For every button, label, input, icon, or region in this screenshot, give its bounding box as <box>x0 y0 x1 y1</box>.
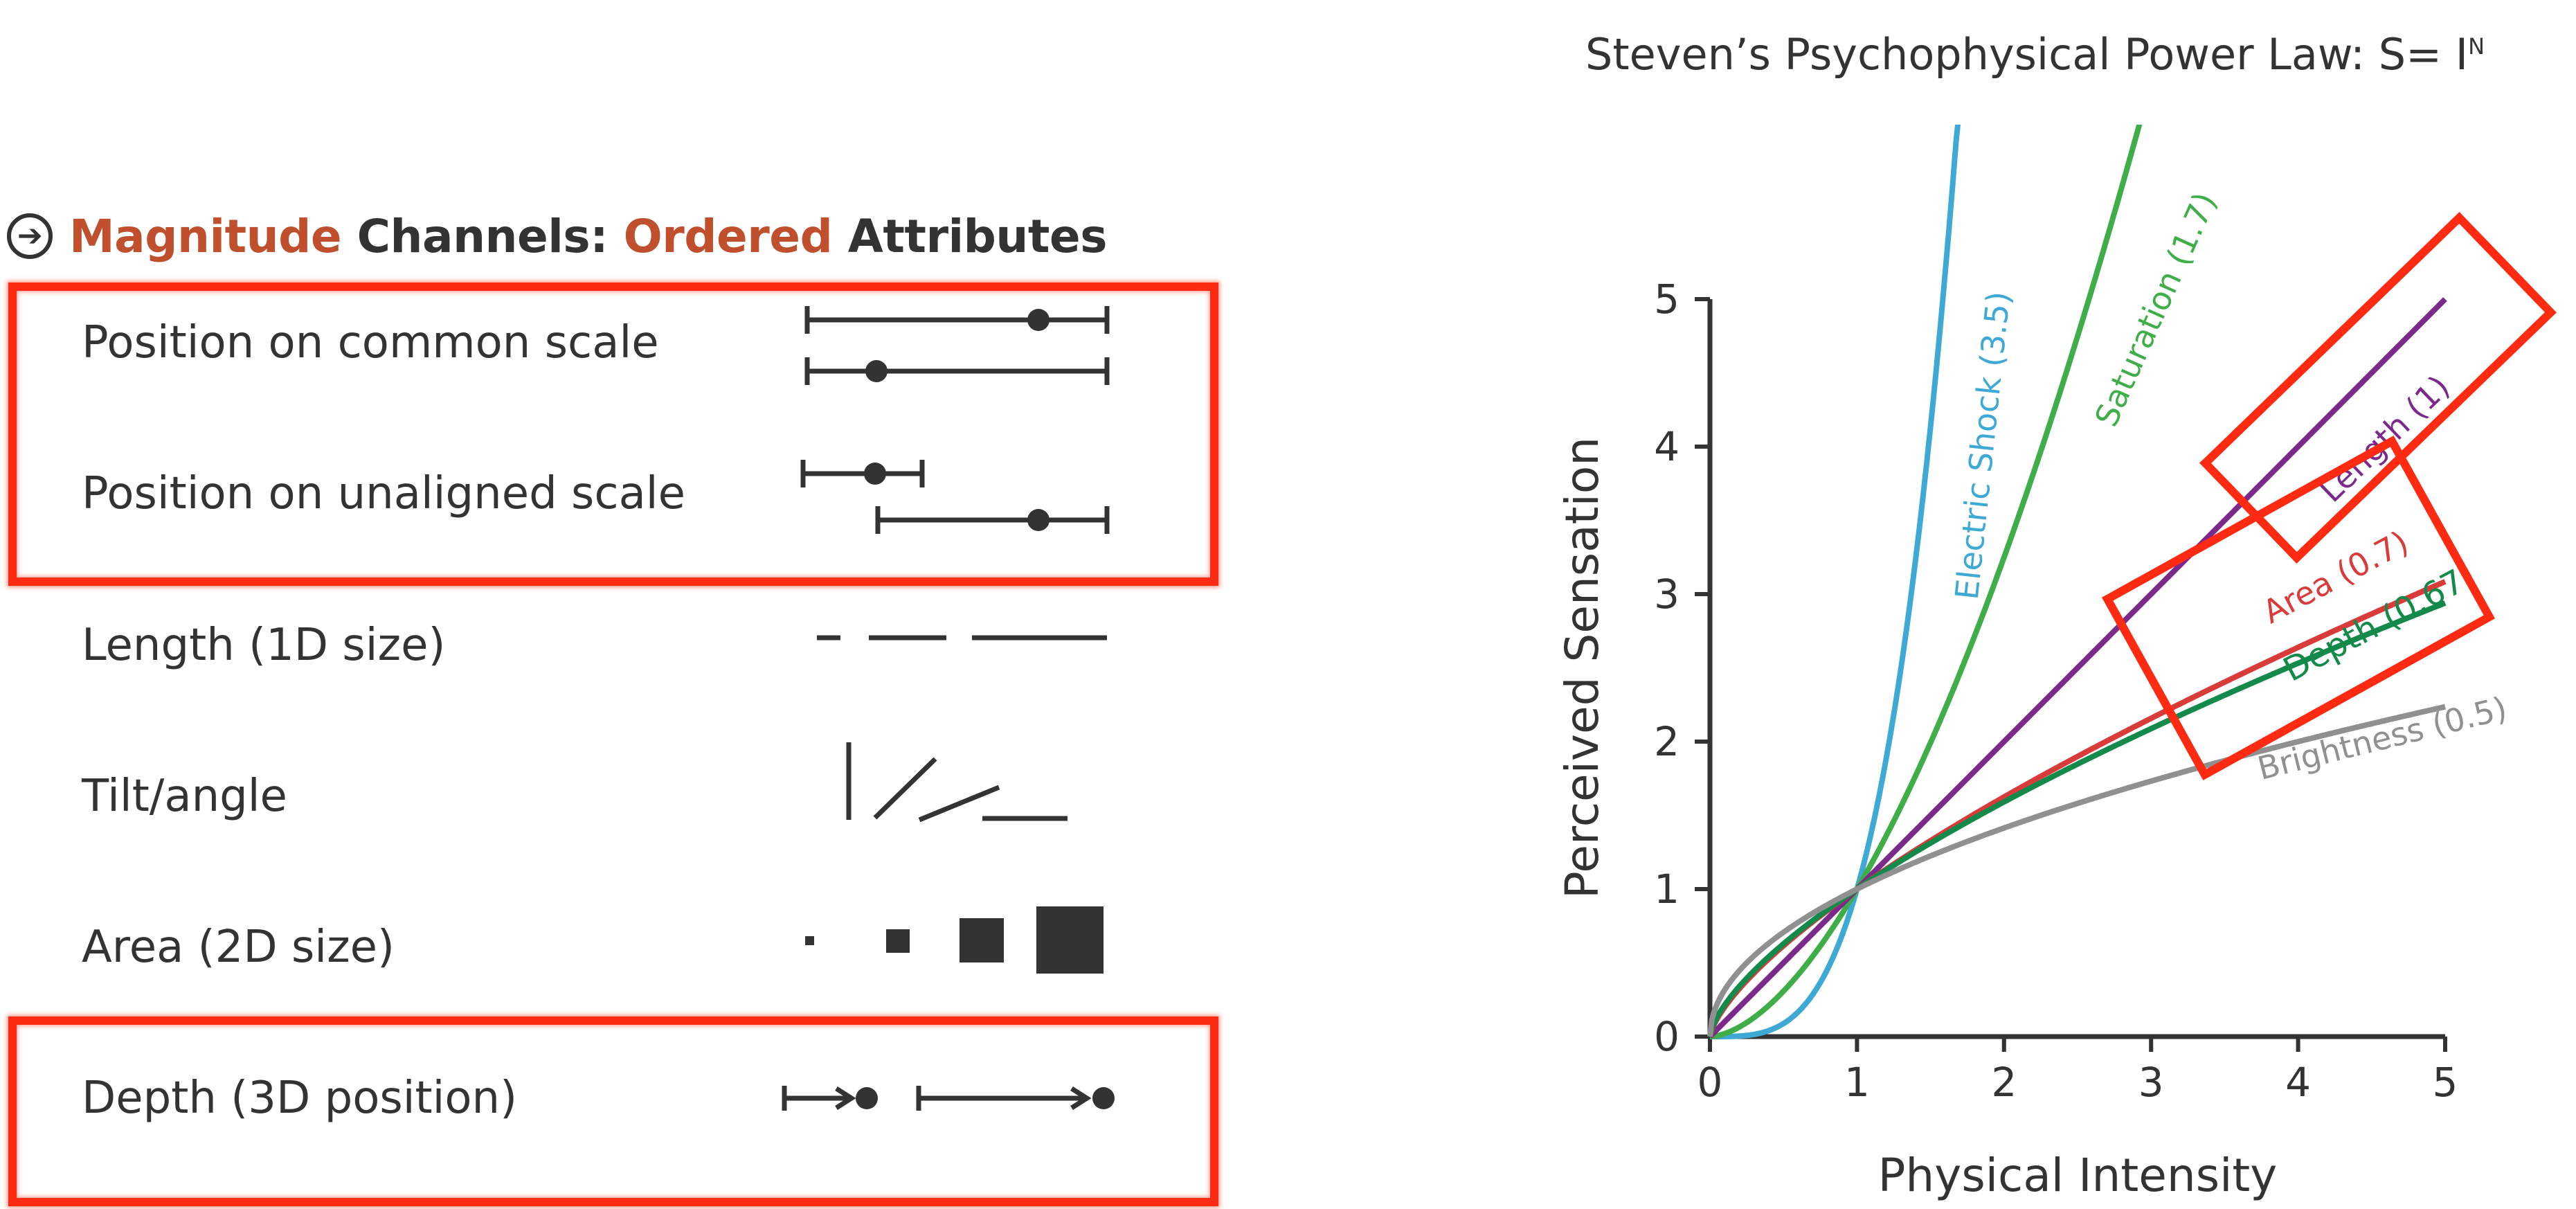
x-tick-label: 0 <box>1697 1059 1723 1106</box>
series-line-4 <box>1707 600 2447 1037</box>
heading-ordered: Ordered <box>623 209 833 263</box>
x-tick-label: 3 <box>2138 1059 2164 1106</box>
channel-label-tilt: Tilt/angle <box>82 771 287 822</box>
channel-glyphs <box>782 306 1115 1111</box>
y-tick-label: 1 <box>1654 866 1679 913</box>
channel-label-length: Length (1D size) <box>82 620 446 671</box>
channels-heading: ➔ Magnitude Channels: Ordered Attributes <box>7 205 1107 267</box>
heading-attributes: Attributes <box>847 209 1108 263</box>
x-tick-label: 2 <box>1991 1059 2017 1106</box>
glyph-depth <box>782 1086 1115 1111</box>
highlight-box-length <box>2199 212 2557 564</box>
series-line-2 <box>1708 297 2447 1039</box>
heading-channels: Channels: <box>357 209 609 263</box>
y-tick-label: 4 <box>1654 423 1679 470</box>
series-label-2: Length (1) <box>2312 368 2457 509</box>
power-law-chart-panel: Steven’s Psychophysical Power Law: S= IN… <box>1475 0 2576 1209</box>
series-line-1 <box>1709 125 2143 1039</box>
glyph-position-common <box>804 306 1110 385</box>
channel-label-depth: Depth (3D position) <box>82 1073 518 1124</box>
channel-label-position-unaligned: Position on unaligned scale <box>82 468 685 519</box>
y-tick-label: 0 <box>1654 1013 1679 1060</box>
magnitude-channels-panel: ➔ Magnitude Channels: Ordered Attributes… <box>0 0 1246 1209</box>
y-axis-label: Perceived Sensation <box>1556 437 1609 899</box>
heading-magnitude: Magnitude <box>69 209 342 263</box>
y-tick-label: 5 <box>1654 276 1679 323</box>
chart-title: Steven’s Psychophysical Power Law: S= IN <box>1585 29 2485 80</box>
channel-label-position-common: Position on common scale <box>82 317 659 368</box>
glyph-tilt <box>846 742 1068 823</box>
arrow-right-circle-icon: ➔ <box>7 213 53 259</box>
x-tick-label: 4 <box>2285 1059 2311 1106</box>
x-axis-label: Physical Intensity <box>1878 1149 2278 1202</box>
series-label-5: Brightness (0.5) <box>2254 689 2511 787</box>
highlight-box-depth <box>8 1017 1218 1206</box>
highlight-box-position <box>8 283 1218 586</box>
y-tick-label: 3 <box>1654 571 1679 618</box>
power-law-chart: 0 1 2 3 4 5 0 1 2 3 4 5 Physical Intensity Perceived … <box>1556 125 2557 1202</box>
glyph-area <box>805 906 1104 974</box>
series-line-0 <box>1710 125 1961 1039</box>
x-tick-label: 1 <box>1844 1059 1870 1106</box>
series-line-5 <box>1707 704 2446 1037</box>
channel-label-area: Area (2D size) <box>82 922 395 973</box>
y-tick-label: 2 <box>1654 718 1679 765</box>
title-exponent: N <box>2468 33 2485 60</box>
highlight-box-area-depth <box>2102 436 2495 780</box>
glyph-position-unaligned <box>800 460 1110 534</box>
series-label-1: Saturation (1.7) <box>2087 187 2224 432</box>
x-tick-label: 5 <box>2433 1059 2458 1106</box>
